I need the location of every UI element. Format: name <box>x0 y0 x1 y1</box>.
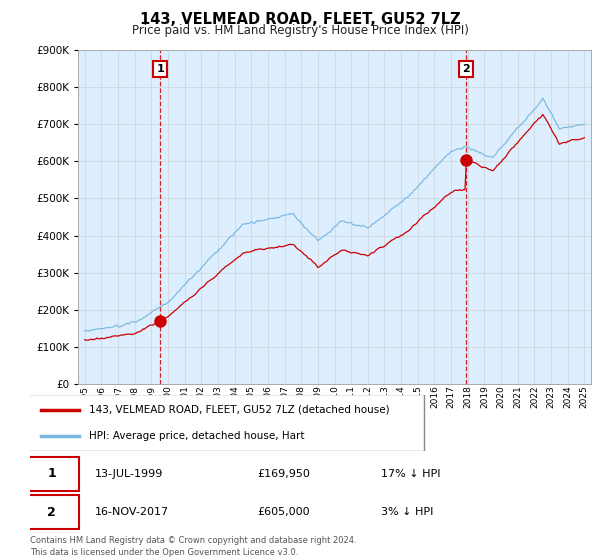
Text: 3% ↓ HPI: 3% ↓ HPI <box>381 507 433 517</box>
Text: 13-JUL-1999: 13-JUL-1999 <box>95 469 163 479</box>
Text: £605,000: £605,000 <box>257 507 310 517</box>
Text: 143, VELMEAD ROAD, FLEET, GU52 7LZ (detached house): 143, VELMEAD ROAD, FLEET, GU52 7LZ (deta… <box>89 405 390 415</box>
Text: £169,950: £169,950 <box>257 469 310 479</box>
FancyBboxPatch shape <box>25 457 79 491</box>
Text: 16-NOV-2017: 16-NOV-2017 <box>95 507 169 517</box>
Text: Contains HM Land Registry data © Crown copyright and database right 2024.
This d: Contains HM Land Registry data © Crown c… <box>30 536 356 557</box>
FancyBboxPatch shape <box>25 495 79 529</box>
Text: 2: 2 <box>47 506 56 519</box>
Text: 2: 2 <box>462 64 470 74</box>
Text: 17% ↓ HPI: 17% ↓ HPI <box>381 469 440 479</box>
Text: 1: 1 <box>47 468 56 480</box>
Text: 143, VELMEAD ROAD, FLEET, GU52 7LZ: 143, VELMEAD ROAD, FLEET, GU52 7LZ <box>140 12 460 27</box>
FancyBboxPatch shape <box>25 394 424 451</box>
Text: Price paid vs. HM Land Registry's House Price Index (HPI): Price paid vs. HM Land Registry's House … <box>131 24 469 36</box>
Text: 1: 1 <box>157 64 164 74</box>
Text: HPI: Average price, detached house, Hart: HPI: Average price, detached house, Hart <box>89 431 305 441</box>
